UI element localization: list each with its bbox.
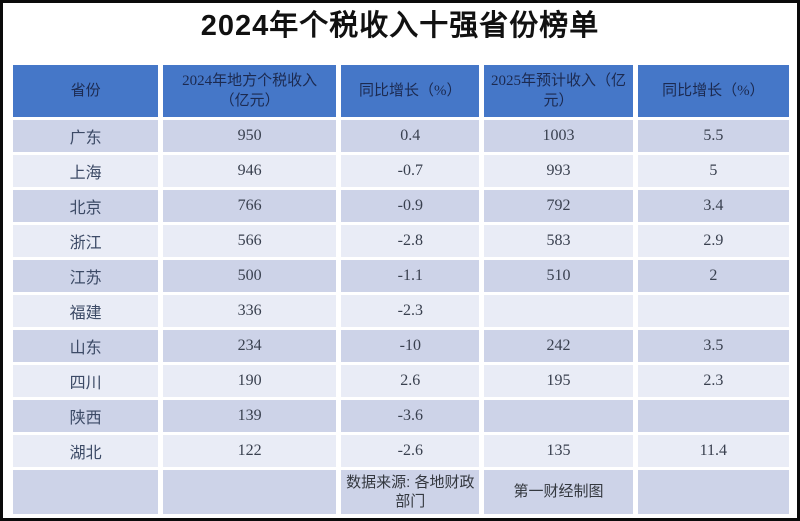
cell-value: 242 [484, 330, 633, 362]
cell-value: 336 [163, 295, 337, 327]
table-row: 山东 234 -10 242 3.5 [13, 330, 789, 362]
cell-value: 139 [163, 400, 337, 432]
cell-province: 浙江 [13, 225, 159, 257]
cell-value: -2.3 [341, 295, 480, 327]
cell-value: 3.5 [637, 330, 789, 362]
cell-value: 3.4 [637, 190, 789, 222]
cell-value: 135 [484, 435, 633, 467]
cell-value: 190 [163, 365, 337, 397]
table-row: 上海 946 -0.7 993 5 [13, 155, 789, 187]
cell-value: 993 [484, 155, 633, 187]
cell-value: 950 [163, 120, 337, 152]
cell-province: 山东 [13, 330, 159, 362]
cell-value [637, 400, 789, 432]
cell-value: 5 [637, 155, 789, 187]
table-area: 省份 2024年地方个税收入（亿元） 同比增长（%） 2025年预计收入（亿元）… [8, 62, 794, 517]
cell-value: -3.6 [341, 400, 480, 432]
table-row: 广东 950 0.4 1003 5.5 [13, 120, 789, 152]
cell-province: 广东 [13, 120, 159, 152]
table-header-row: 省份 2024年地方个税收入（亿元） 同比增长（%） 2025年预计收入（亿元）… [13, 65, 789, 117]
cell-value [484, 400, 633, 432]
cell-value: -0.7 [341, 155, 480, 187]
table-row: 陕西 139 -3.6 [13, 400, 789, 432]
cell-province: 四川 [13, 365, 159, 397]
cell-value: -0.9 [341, 190, 480, 222]
cell-value: 792 [484, 190, 633, 222]
cell-value: 0.4 [341, 120, 480, 152]
cell-value: 195 [484, 365, 633, 397]
cell-value: -1.1 [341, 260, 480, 292]
cell-province: 上海 [13, 155, 159, 187]
cell-value: 766 [163, 190, 337, 222]
page-title: 2024年个税收入十强省份榜单 [200, 10, 600, 42]
table-body: 广东 950 0.4 1003 5.5 上海 946 -0.7 993 5 北京 766 -0.9 792… [13, 120, 789, 467]
cell-value: 946 [163, 155, 337, 187]
table-row: 北京 766 -0.9 792 3.4 [13, 190, 789, 222]
footer-empty-cell [163, 470, 337, 514]
column-header-2024-revenue: 2024年地方个税收入（亿元） [163, 65, 337, 117]
cell-province: 北京 [13, 190, 159, 222]
ranking-table: 省份 2024年地方个税收入（亿元） 同比增长（%） 2025年预计收入（亿元）… [8, 62, 794, 517]
cell-value: -10 [341, 330, 480, 362]
cell-value: 2.6 [341, 365, 480, 397]
cell-province: 福建 [13, 295, 159, 327]
table-row: 湖北 122 -2.6 135 11.4 [13, 435, 789, 467]
cell-value: 2 [637, 260, 789, 292]
cell-value: 500 [163, 260, 337, 292]
cell-value: 122 [163, 435, 337, 467]
table-row: 浙江 566 -2.8 583 2.9 [13, 225, 789, 257]
cell-province: 陕西 [13, 400, 159, 432]
cell-value: 1003 [484, 120, 633, 152]
cell-value: 2.9 [637, 225, 789, 257]
table-row: 四川 190 2.6 195 2.3 [13, 365, 789, 397]
column-header-province: 省份 [13, 65, 159, 117]
cell-value [484, 295, 633, 327]
cell-value: 510 [484, 260, 633, 292]
footer-empty-cell [13, 470, 159, 514]
column-header-yoy-growth-2025: 同比增长（%） [637, 65, 789, 117]
cell-value [637, 295, 789, 327]
cell-province: 江苏 [13, 260, 159, 292]
table-row: 江苏 500 -1.1 510 2 [13, 260, 789, 292]
footer-row: 数据来源: 各地财政部门 第一财经制图 [13, 470, 789, 514]
cell-value: 2.3 [637, 365, 789, 397]
column-header-yoy-growth-2024: 同比增长（%） [341, 65, 480, 117]
column-header-2025-forecast: 2025年预计收入（亿元） [484, 65, 633, 117]
cell-province: 湖北 [13, 435, 159, 467]
cell-value: 5.5 [637, 120, 789, 152]
cell-value: 234 [163, 330, 337, 362]
source-note: 数据来源: 各地财政部门 [341, 470, 480, 514]
cell-value: 583 [484, 225, 633, 257]
credit-note: 第一财经制图 [484, 470, 633, 514]
cell-value: 11.4 [637, 435, 789, 467]
footer-empty-cell [637, 470, 789, 514]
table-row: 福建 336 -2.3 [13, 295, 789, 327]
cell-value: 566 [163, 225, 337, 257]
cell-value: -2.8 [341, 225, 480, 257]
cell-value: -2.6 [341, 435, 480, 467]
